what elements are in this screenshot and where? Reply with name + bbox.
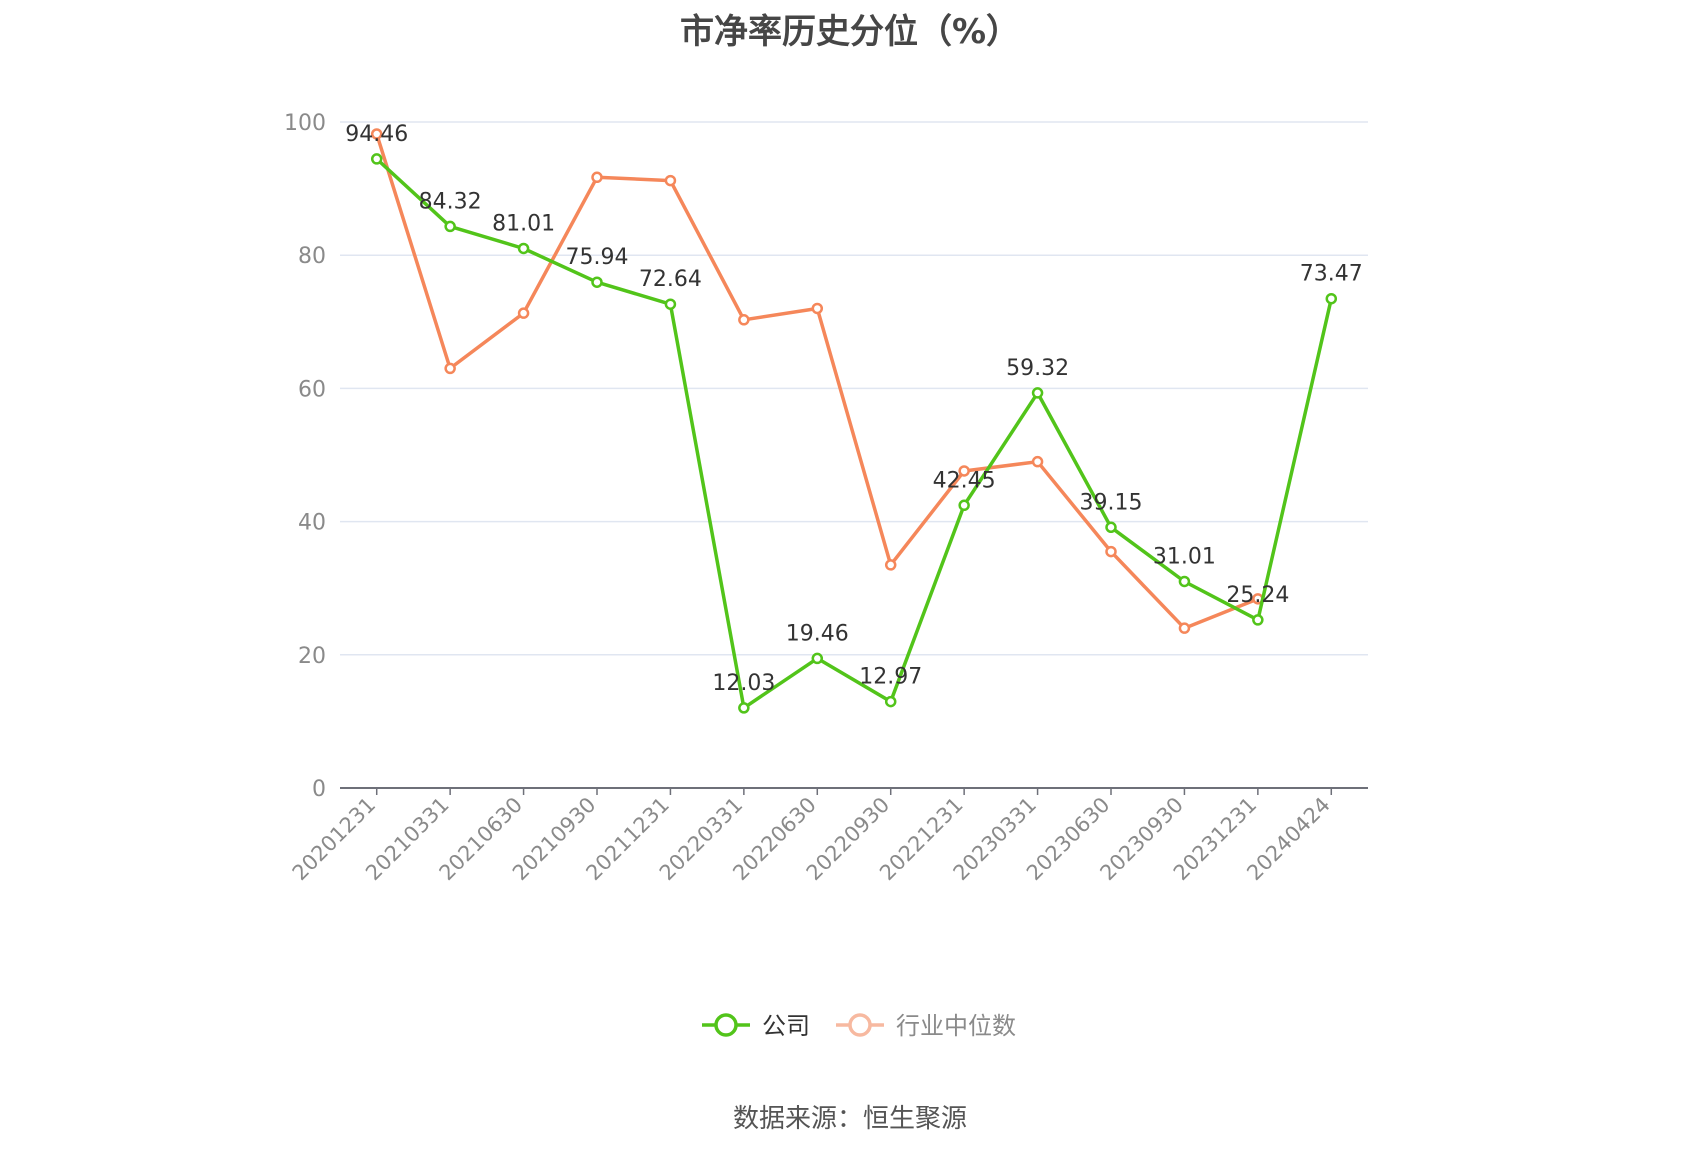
data-point-0	[1178, 575, 1191, 588]
data-point-0	[738, 702, 750, 714]
data-point-0	[664, 298, 677, 310]
data-point-1	[1178, 622, 1191, 634]
y-tick-label: 60	[298, 377, 326, 402]
data-point-0	[1031, 387, 1044, 399]
data-point-0	[1325, 292, 1338, 305]
series-line-0	[375, 157, 1334, 710]
chart-title: 市净率历史分位（%）	[679, 12, 1021, 52]
data-point-1	[517, 307, 530, 319]
legend-marker	[714, 1013, 738, 1037]
data-point-0	[811, 652, 824, 665]
data-point-0	[591, 276, 603, 288]
data-label: 73.47	[1300, 262, 1363, 287]
data-point-0	[517, 242, 530, 255]
data-label: 19.46	[786, 621, 849, 646]
data-point-1	[370, 128, 383, 140]
data-point-0	[1252, 614, 1264, 626]
legend: 公司 行业中位数	[702, 1012, 1016, 1040]
y-tick-label: 0	[312, 777, 326, 802]
data-label: 42.45	[933, 468, 996, 493]
data-point-1	[1031, 455, 1044, 468]
data-label-layer: 94.46 84.32 81.01 75.94 72.64 12.03 19.46 12.97…	[345, 122, 1363, 696]
axis-layer: 0204060801002020123120210331202106302021…	[284, 111, 1368, 885]
series-layer	[370, 128, 1338, 714]
data-point-1	[811, 302, 824, 315]
data-point-1	[958, 465, 970, 477]
data-label: 84.32	[419, 189, 482, 214]
data-label: 31.01	[1153, 544, 1216, 569]
data-label: 75.94	[566, 245, 629, 270]
data-label: 72.64	[639, 267, 702, 292]
y-tick-label: 100	[284, 111, 326, 136]
legend-marker	[848, 1013, 872, 1037]
data-label: 25.24	[1226, 583, 1289, 608]
y-tick-label: 40	[298, 511, 326, 536]
data-label: 81.01	[492, 211, 555, 236]
data-label: 12.97	[859, 665, 922, 690]
data-point-1	[738, 314, 750, 326]
data-point-0	[1105, 521, 1117, 534]
legend-item-0[interactable]: 公司	[702, 1012, 810, 1040]
grid-layer	[340, 121, 1368, 656]
data-point-0	[444, 220, 456, 233]
data-point-1	[884, 559, 897, 571]
data-label: 12.03	[712, 671, 775, 696]
data-point-1	[591, 171, 603, 184]
y-tick-label: 80	[298, 244, 326, 269]
data-point-0	[884, 695, 897, 708]
data-point-1	[664, 174, 677, 187]
data-label: 39.15	[1080, 490, 1143, 515]
legend-label: 公司	[762, 1012, 810, 1040]
source-note: 数据来源：恒生聚源	[732, 1104, 967, 1134]
legend-item-1[interactable]: 行业中位数	[836, 1012, 1016, 1040]
data-point-0	[958, 499, 970, 512]
data-point-1	[444, 362, 456, 375]
legend-label: 行业中位数	[896, 1012, 1016, 1040]
data-label: 59.32	[1006, 356, 1069, 381]
data-point-0	[370, 153, 383, 165]
data-label: 94.46	[345, 122, 408, 147]
series-line-1	[375, 133, 1259, 630]
data-point-1	[1105, 545, 1117, 558]
y-tick-label: 20	[298, 644, 326, 669]
